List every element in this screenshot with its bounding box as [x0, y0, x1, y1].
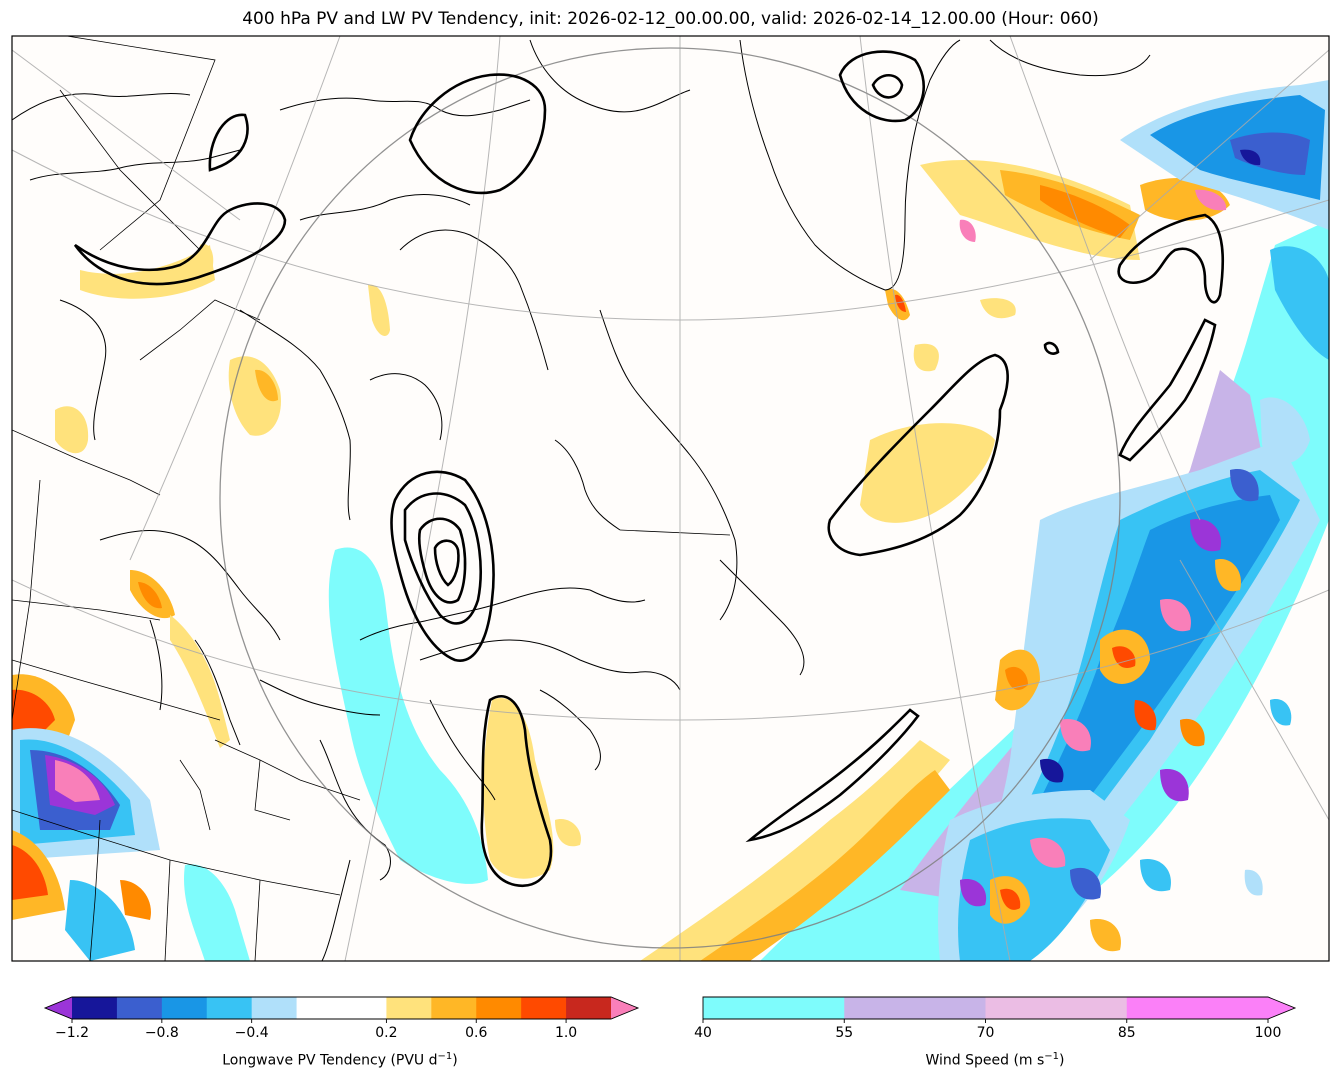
atlantic-tendency-clutter: [938, 80, 1329, 961]
pv-contour-dot: [1043, 341, 1060, 355]
wind-southern-band: [184, 864, 250, 961]
pv-contour-hook: [1117, 213, 1225, 304]
colorbar-tick-label: 1.0: [554, 1025, 578, 1041]
pv-contour-ridge: [73, 202, 287, 286]
pv-tendency-colorbar-label: Longwave PV Tendency (PVU d−1): [0, 1051, 680, 1069]
pv-contour-tail: [745, 708, 920, 843]
colorbar-tick-label: −0.8: [144, 1025, 179, 1041]
pv-contour-low-outer: [390, 470, 495, 662]
colorbar-swatch: [296, 997, 387, 1019]
wind-speed-label-text: Wind Speed (m s: [925, 1052, 1045, 1069]
pv-contour-trough: [480, 695, 553, 888]
pv-contour-arctic: [408, 73, 547, 195]
colorbar-swatch: [251, 997, 298, 1019]
colorbar-tick-label: −1.2: [55, 1025, 89, 1041]
colorbar-tick-label: 0.6: [465, 1025, 488, 1041]
colorbar-swatch: [161, 997, 208, 1019]
colorbar-swatch: [116, 997, 163, 1019]
colorbar-swatch: [844, 997, 986, 1019]
chart-title: 400 hPa PV and LW PV Tendency, init: 202…: [242, 9, 1099, 29]
wind-coastal-band: [328, 547, 488, 884]
colorbar-extend-high: [611, 997, 638, 1019]
wind-speed-label-sup: −1: [1044, 1051, 1060, 1062]
colorbar-swatch: [72, 997, 118, 1019]
colorbar-swatch: [566, 997, 612, 1019]
pv-contour-atlantic: [827, 353, 1009, 557]
wind-speed-label-close: ): [1059, 1052, 1065, 1069]
colorbar-swatch: [386, 997, 432, 1019]
pv-contour-small-nw: [208, 113, 249, 172]
colorbar-swatch: [1126, 997, 1269, 1019]
pv-tendency-colorbar: [43, 996, 640, 1023]
colorbar-swatch: [985, 997, 1128, 1019]
colorbar-tick-label: −0.4: [234, 1025, 269, 1041]
colorbar-swatch: [703, 997, 845, 1019]
graticule: [12, 36, 1329, 961]
wind-jet-outer: [760, 220, 1329, 961]
wind-speed-colorbar-label: Wind Speed (m s−1): [700, 1051, 1290, 1069]
colorbar-outline: [702, 996, 1297, 1020]
colorbar-tick-label: 55: [835, 1025, 854, 1041]
coastlines: [12, 39, 1151, 961]
pv-contour-low-core: [433, 539, 460, 587]
colorbar-swatch: [476, 997, 522, 1019]
colorbar-extend-low: [45, 997, 72, 1019]
pv-tendency-label-sup: −1: [437, 1051, 453, 1062]
colorbar-swatch: [521, 997, 567, 1019]
pv-contours: [73, 50, 1225, 888]
pv-tendency-label-close: ): [452, 1052, 458, 1069]
colorbar-extend-high: [1268, 997, 1295, 1019]
map-frame: [11, 35, 1330, 962]
pv-contour-low-mid: [403, 492, 482, 625]
colorbar-tick-label: 40: [694, 1025, 712, 1041]
wind-speed-colorbar: [702, 996, 1297, 1023]
western-tendency-clutter: [12, 674, 160, 961]
colorbar-tick-label: 0.2: [375, 1025, 398, 1041]
colorbar-tick-label: 100: [1254, 1025, 1282, 1041]
colorbar-tick-label: 70: [976, 1025, 995, 1041]
colorbar-swatch: [431, 997, 477, 1019]
pv-contour-ne-small: [871, 73, 904, 99]
colorbar-outline: [43, 996, 640, 1020]
colorbar-tick-label: 85: [1117, 1025, 1136, 1041]
pv-contour-ne-lobe: [838, 50, 925, 123]
pv-tendency-label-text: Longwave PV Tendency (PVU d: [222, 1052, 438, 1069]
pv-contour-low-inner: [417, 517, 467, 604]
pv-contour-streamer: [1118, 318, 1217, 462]
colorbar-swatch: [206, 997, 253, 1019]
borders: [12, 36, 731, 961]
pv-tendency-shading: [55, 159, 1230, 961]
